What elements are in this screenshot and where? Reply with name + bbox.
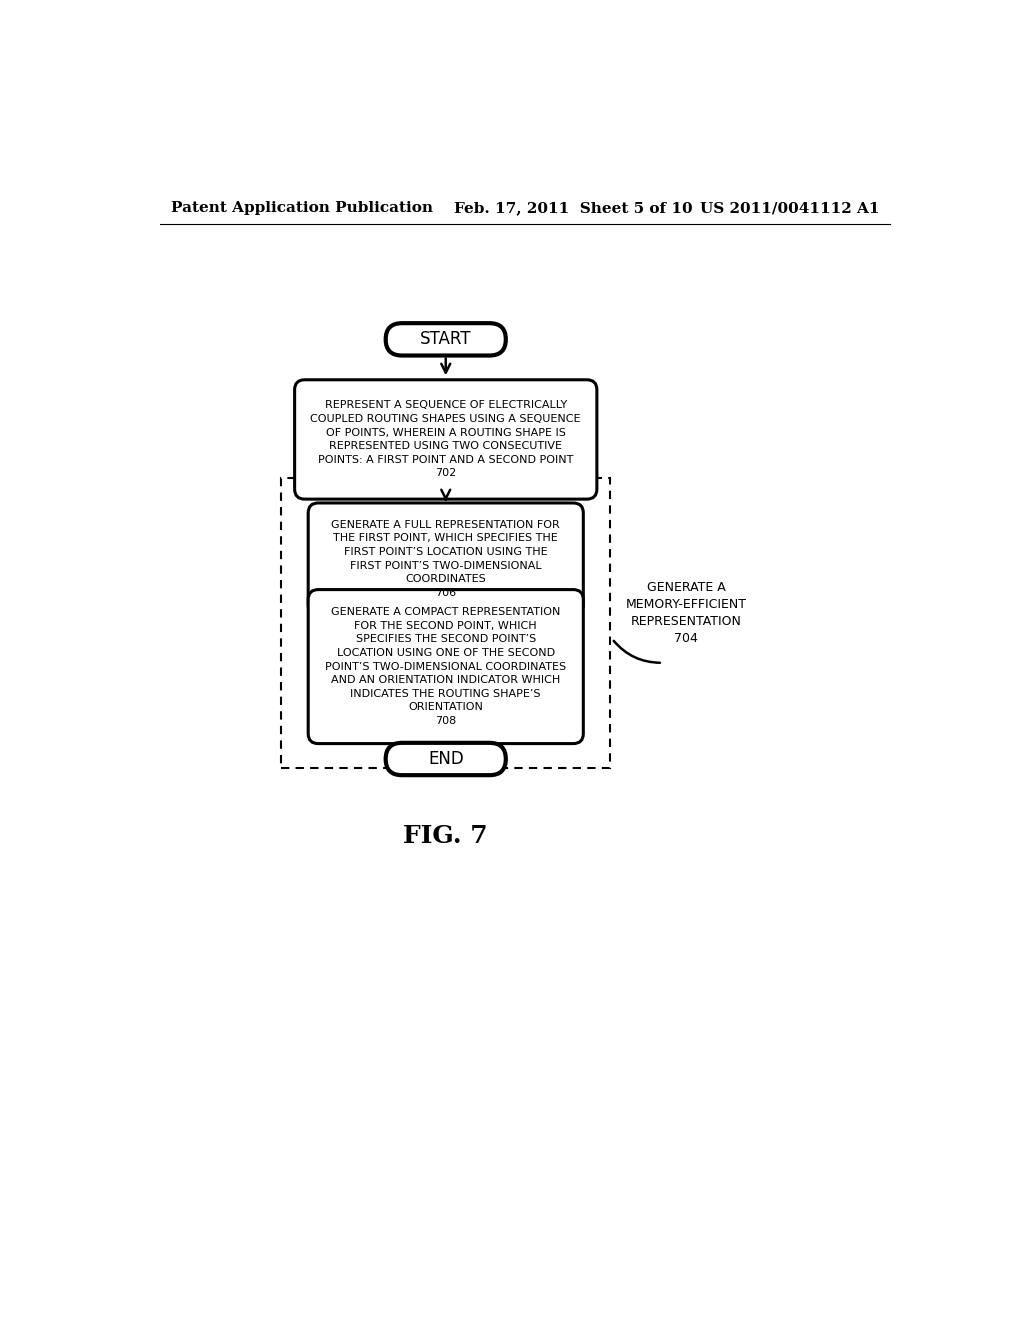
Text: GENERATE A FULL REPRESENTATION FOR
THE FIRST POINT, WHICH SPECIFIES THE
FIRST PO: GENERATE A FULL REPRESENTATION FOR THE F… [332, 520, 560, 598]
Text: END: END [428, 750, 464, 768]
Text: START: START [420, 330, 471, 348]
FancyBboxPatch shape [386, 743, 506, 775]
Text: FIG. 7: FIG. 7 [403, 824, 488, 847]
Text: Patent Application Publication: Patent Application Publication [171, 202, 432, 215]
Text: GENERATE A COMPACT REPRESENTATION
FOR THE SECOND POINT, WHICH
SPECIFIES THE SECO: GENERATE A COMPACT REPRESENTATION FOR TH… [326, 607, 566, 726]
Text: GENERATE A
MEMORY-EFFICIENT
REPRESENTATION
704: GENERATE A MEMORY-EFFICIENT REPRESENTATI… [626, 581, 746, 644]
FancyBboxPatch shape [308, 590, 584, 743]
FancyBboxPatch shape [386, 323, 506, 355]
Text: US 2011/0041112 A1: US 2011/0041112 A1 [700, 202, 880, 215]
Text: Feb. 17, 2011  Sheet 5 of 10: Feb. 17, 2011 Sheet 5 of 10 [454, 202, 692, 215]
FancyBboxPatch shape [295, 380, 597, 499]
FancyBboxPatch shape [308, 503, 584, 615]
Text: REPRESENT A SEQUENCE OF ELECTRICALLY
COUPLED ROUTING SHAPES USING A SEQUENCE
OF : REPRESENT A SEQUENCE OF ELECTRICALLY COU… [310, 400, 581, 478]
Bar [281, 478, 610, 768]
